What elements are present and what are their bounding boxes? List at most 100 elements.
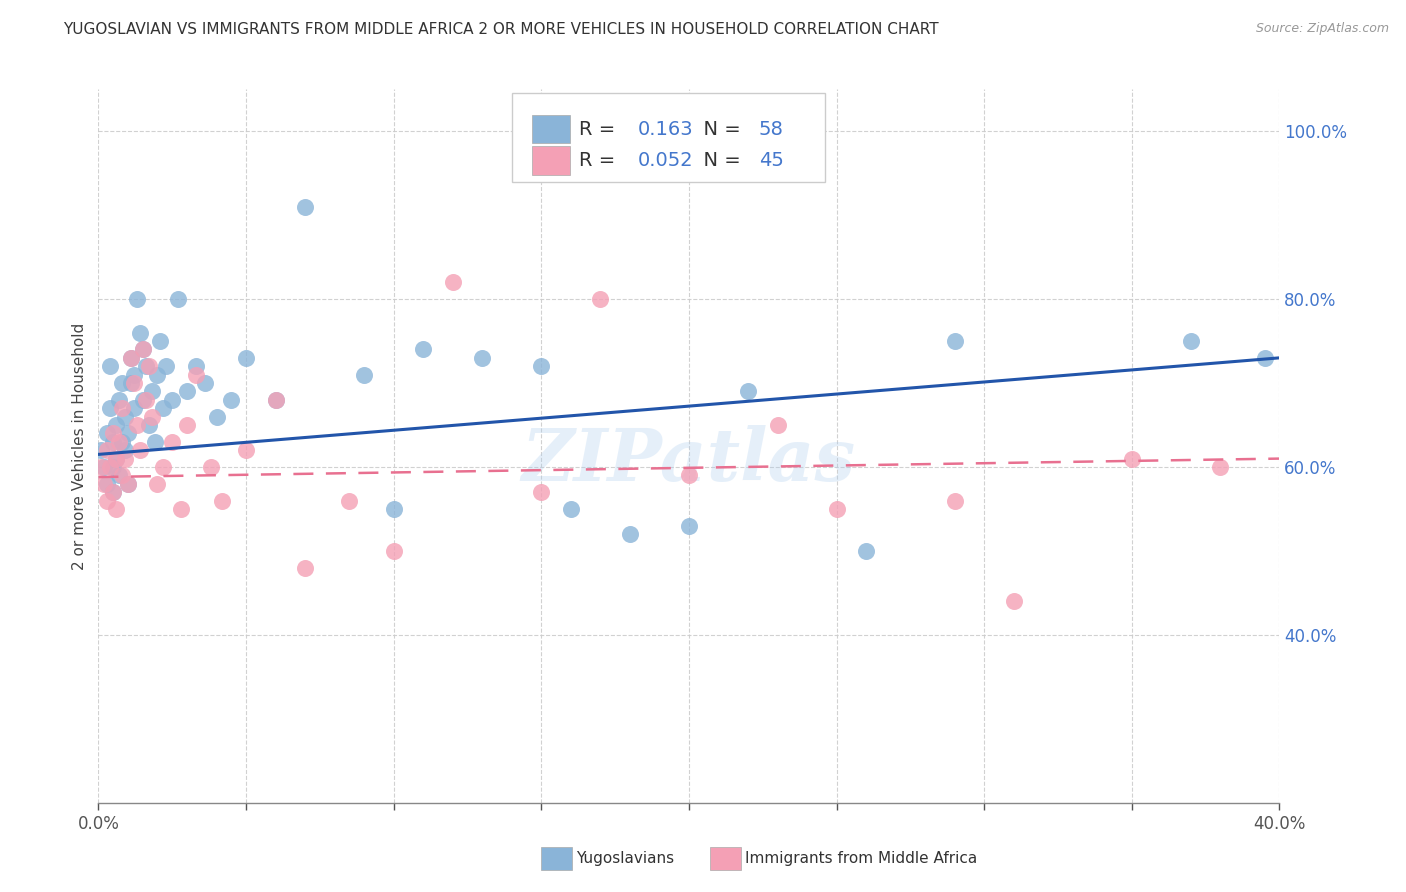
Point: [120, 351, 142, 365]
Point: [138, 417, 160, 432]
Point: [103, 485, 125, 500]
Point: [98, 460, 121, 475]
Point: [122, 401, 145, 416]
Point: [122, 376, 145, 390]
Point: [235, 351, 257, 365]
Point: [382, 544, 405, 558]
Point: [132, 392, 155, 407]
Point: [176, 417, 198, 432]
Point: [294, 200, 316, 214]
Point: [471, 351, 494, 365]
Point: [184, 368, 207, 382]
Text: R =: R =: [579, 151, 621, 169]
Point: [128, 326, 150, 340]
Point: [125, 292, 148, 306]
Point: [264, 392, 287, 407]
Point: [103, 426, 125, 441]
Point: [117, 476, 139, 491]
Point: [1121, 451, 1143, 466]
FancyBboxPatch shape: [531, 146, 569, 175]
Point: [105, 502, 128, 516]
Point: [162, 434, 183, 449]
Point: [135, 392, 157, 407]
Point: [825, 502, 848, 516]
Text: N =: N =: [692, 151, 748, 169]
Point: [135, 359, 157, 374]
Point: [103, 460, 125, 475]
Point: [93, 476, 115, 491]
Point: [589, 292, 612, 306]
Point: [194, 376, 217, 390]
Text: 0.052: 0.052: [638, 151, 693, 169]
Text: N =: N =: [692, 120, 748, 138]
Point: [143, 434, 166, 449]
Point: [221, 392, 243, 407]
Point: [235, 443, 257, 458]
Text: R =: R =: [579, 120, 621, 138]
Point: [155, 359, 177, 374]
Point: [855, 544, 877, 558]
Point: [105, 451, 128, 466]
Point: [132, 343, 155, 357]
Point: [96, 443, 118, 458]
Text: 58: 58: [759, 120, 783, 138]
Point: [114, 451, 136, 466]
Point: [108, 434, 131, 449]
Point: [149, 334, 172, 348]
Point: [132, 343, 155, 357]
Point: [737, 384, 759, 399]
Point: [117, 476, 139, 491]
Point: [766, 417, 789, 432]
Point: [441, 275, 464, 289]
Point: [943, 493, 966, 508]
Point: [1209, 460, 1232, 475]
Text: Source: ZipAtlas.com: Source: ZipAtlas.com: [1256, 22, 1389, 36]
Point: [90, 460, 112, 475]
Point: [96, 493, 118, 508]
Point: [122, 368, 145, 382]
Point: [339, 493, 361, 508]
Point: [103, 434, 125, 449]
Point: [111, 376, 134, 390]
Text: 45: 45: [759, 151, 783, 169]
Point: [105, 451, 128, 466]
Point: [146, 476, 169, 491]
Point: [146, 368, 169, 382]
Point: [114, 443, 136, 458]
Point: [96, 476, 118, 491]
Point: [120, 351, 142, 365]
Point: [167, 292, 190, 306]
Point: [412, 343, 434, 357]
Point: [152, 460, 174, 475]
Point: [211, 493, 233, 508]
Point: [678, 518, 700, 533]
Text: Immigrants from Middle Africa: Immigrants from Middle Africa: [745, 851, 977, 866]
Point: [98, 401, 121, 416]
Point: [96, 426, 118, 441]
Point: [264, 392, 287, 407]
Point: [141, 409, 163, 424]
Point: [103, 485, 125, 500]
Point: [619, 527, 641, 541]
Text: ZIPatlas: ZIPatlas: [522, 425, 856, 496]
Point: [111, 468, 134, 483]
Point: [138, 359, 160, 374]
Text: 0.163: 0.163: [638, 120, 693, 138]
Point: [120, 376, 142, 390]
FancyBboxPatch shape: [531, 115, 569, 144]
Point: [98, 359, 121, 374]
Point: [117, 426, 139, 441]
Point: [382, 502, 405, 516]
Y-axis label: 2 or more Vehicles in Household: 2 or more Vehicles in Household: [72, 322, 87, 570]
Point: [108, 468, 131, 483]
Point: [111, 434, 134, 449]
Point: [353, 368, 375, 382]
Point: [114, 409, 136, 424]
Point: [294, 560, 316, 574]
Point: [200, 460, 222, 475]
Point: [108, 392, 131, 407]
Point: [90, 443, 112, 458]
Point: [1254, 351, 1277, 365]
Point: [93, 460, 115, 475]
Point: [128, 443, 150, 458]
